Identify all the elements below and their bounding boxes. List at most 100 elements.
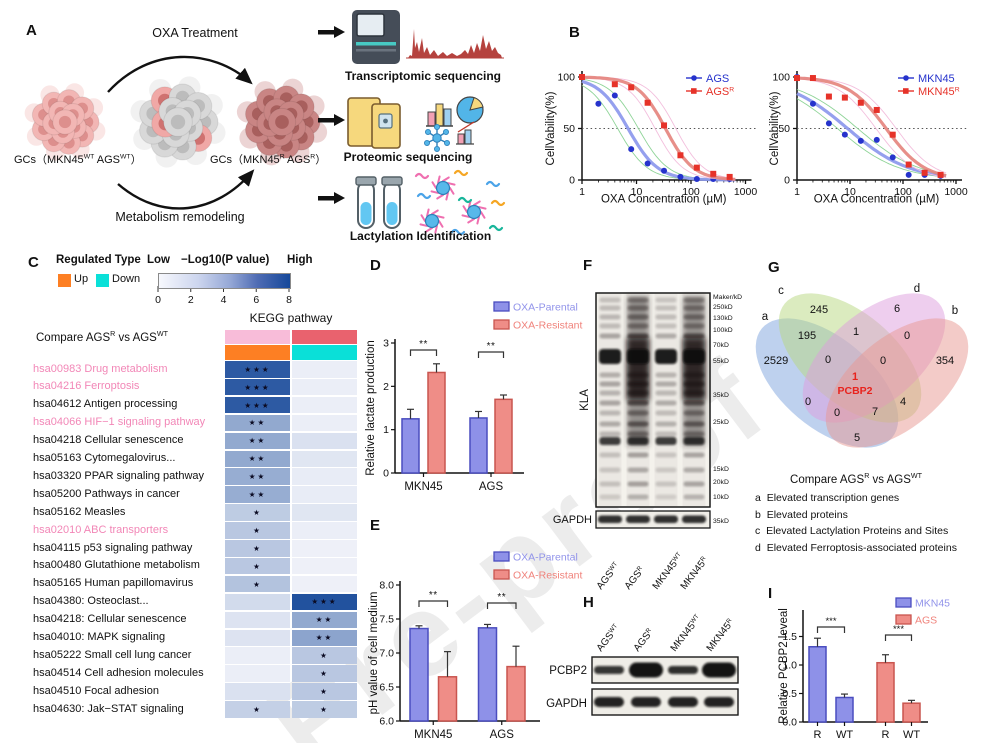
svg-text:6.0: 6.0: [379, 716, 394, 728]
venn-count-cd: 1: [853, 326, 859, 338]
cell-cluster-icon: [236, 78, 328, 166]
data-point: [677, 173, 684, 180]
kegg-cell: [292, 486, 357, 503]
data-point: [841, 94, 848, 101]
kegg-row-label: hsa00480 Glutathione metabolism: [33, 559, 200, 572]
lane-label: MKN45R: [705, 617, 737, 654]
kegg-cell: [292, 450, 357, 468]
data-point: [579, 74, 585, 80]
down-label: Down: [112, 273, 141, 285]
data-point: [809, 75, 816, 82]
kegg-cell: ★: [225, 522, 290, 539]
venn-count-c: 245: [810, 304, 828, 316]
lane-label: AGSR: [632, 626, 657, 653]
kegg-row-label: hsa00983 Drug metabolism: [33, 362, 168, 375]
svg-text:R: R: [814, 729, 822, 741]
data-point: [889, 154, 896, 161]
svg-text:**: **: [497, 592, 506, 603]
venn-count-ac: 195: [798, 330, 816, 342]
kegg-row-label: hsa04066 HIF−1 signaling pathway: [33, 416, 206, 429]
svg-text:OXA-Parental: OXA-Parental: [513, 302, 578, 314]
up-label: Up: [74, 273, 89, 285]
data-point: [677, 152, 684, 159]
svg-text:WT: WT: [903, 729, 920, 741]
svg-text:7.0: 7.0: [379, 648, 394, 660]
gapdh-label: GAPDH: [553, 514, 592, 526]
resistant-cells-label: GCs（MKN45R AGSR）: [210, 153, 327, 166]
protein-squiggles-icon: [414, 169, 506, 236]
kegg-cell: [225, 665, 290, 682]
kegg-row-label: hsa05162 Measles: [33, 505, 126, 518]
data-point: [628, 84, 635, 91]
svg-text:CellVability(%): CellVability(%): [545, 91, 557, 165]
svg-text:OXA Concentration (µM): OXA Concentration (µM): [601, 194, 727, 206]
svg-text:OXA Concentration (µM): OXA Concentration (µM): [814, 194, 940, 206]
svg-text:Relative PCBP2 leveal: Relative PCBP2 leveal: [778, 608, 790, 724]
scale-high-label: High: [287, 254, 313, 266]
kegg-cell: [292, 414, 357, 432]
data-point: [661, 122, 668, 129]
bar: [409, 627, 429, 722]
svg-text:d: d: [914, 283, 920, 295]
pcbp2-label: PCBP2: [549, 665, 587, 677]
kegg-cell: [292, 396, 357, 414]
scale-title: −Log10(P value): [181, 254, 270, 266]
kegg-cell: [225, 629, 290, 647]
venn-count-ab: 5: [854, 432, 860, 444]
svg-text:0.0: 0.0: [782, 717, 797, 729]
svg-text:R: R: [882, 729, 890, 741]
kegg-row-label: hsa04612 Antigen processing: [33, 398, 178, 411]
svg-text:4: 4: [221, 294, 227, 306]
svg-text:AGSR: AGSR: [706, 86, 734, 98]
marker-label: 35kD: [713, 392, 729, 399]
data-point: [809, 100, 816, 107]
data-point: [937, 171, 944, 178]
kegg-cell: [292, 557, 357, 575]
kegg-cell: ★: [225, 701, 290, 718]
kegg-row-label: hsa04380: Osteoclast...: [33, 595, 149, 608]
kegg-row-label: hsa04630: Jak−STAT signaling: [33, 702, 184, 715]
data-point: [873, 106, 880, 113]
kla-blot: Maker/kD 250kD 130kD 100kD 70kD 55kD 35kD 25kD 1…: [553, 292, 742, 592]
data-point: [710, 170, 717, 177]
svg-text:**: **: [429, 590, 438, 601]
kegg-cell: ★: [292, 683, 357, 700]
bar: [494, 398, 513, 474]
kegg-cell: [292, 575, 357, 593]
bar-chart-lactate: 0 1 2 3 ** MKN45 ** AGS Relative lactate product…: [365, 301, 583, 493]
data-point: [794, 75, 800, 82]
venn-center-gene: PCBP2: [837, 385, 872, 397]
bar: [477, 627, 498, 722]
bar: [808, 646, 827, 723]
svg-text:b: b: [952, 305, 958, 317]
oxa-treatment-label: OXA Treatment: [152, 26, 238, 40]
bar-chart-pcbp2-level: 0.0 0.5 1.0 1.5 R WT *** MKN45 R WT *** AGS Relative…: [778, 597, 950, 741]
kegg-row-label: hsa05165 Human papillomavirus: [33, 577, 194, 590]
data-point: [644, 160, 651, 167]
kegg-cell: ★: [292, 647, 357, 664]
svg-text:MKN45: MKN45: [915, 598, 950, 610]
flow-arrow-icon: [318, 26, 345, 38]
svg-text:OXA-Resistant: OXA-Resistant: [513, 320, 583, 332]
metabolism-remodeling-label: Metabolism remodeling: [115, 210, 245, 224]
colorbar-ticks: 0 2 4 6 8: [155, 286, 292, 306]
gapdh-label: GAPDH: [546, 698, 587, 710]
cell-cluster-icon: [24, 83, 106, 161]
kegg-row-label: hsa02010 ABC transporters: [33, 523, 169, 536]
kla-label: KLA: [579, 389, 591, 411]
kegg-cell: [225, 611, 290, 629]
kegg-cell: [292, 432, 357, 450]
bar: [427, 371, 446, 474]
svg-text:MKN45: MKN45: [404, 481, 442, 493]
marker-label: 70kD: [713, 342, 729, 349]
data-point: [628, 146, 635, 153]
kegg-row-label: hsa05222 Small cell lung cancer: [33, 648, 192, 661]
marker-label: 250kD: [713, 304, 733, 311]
svg-text:100: 100: [772, 72, 790, 84]
data-point: [857, 137, 864, 144]
kegg-row-label: hsa04218 Cellular senescence: [33, 434, 184, 447]
kegg-cell: [292, 468, 357, 485]
kegg-cell: ★★★: [225, 361, 290, 378]
